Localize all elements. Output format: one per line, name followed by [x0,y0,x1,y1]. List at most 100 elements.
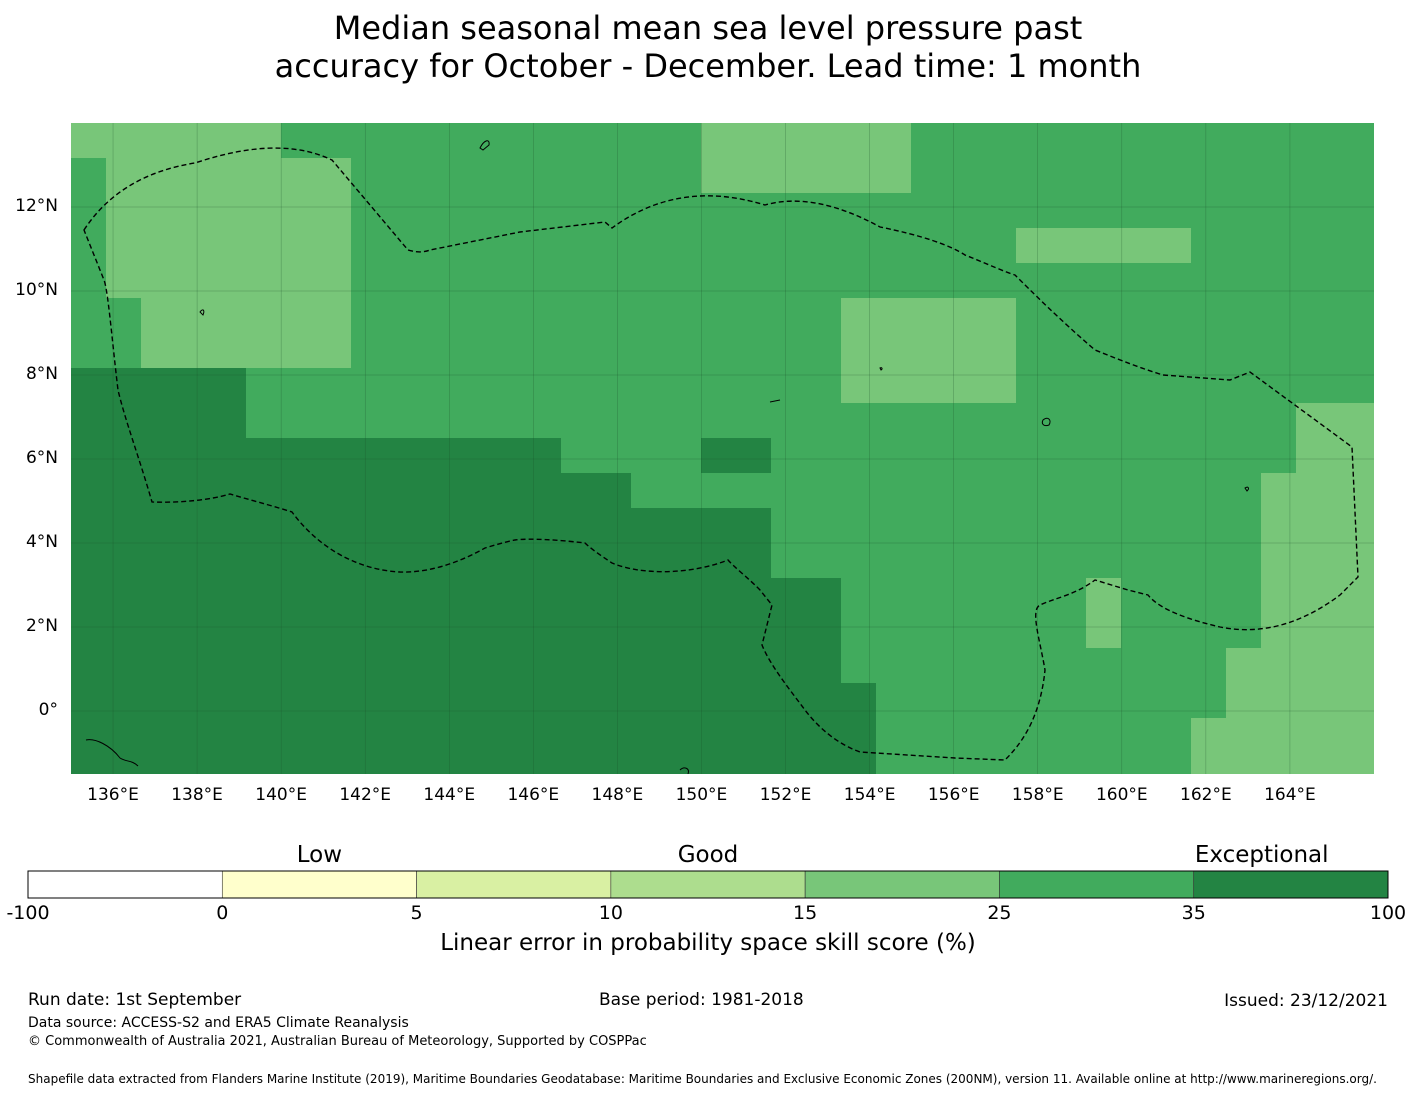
grid-cell [456,508,492,544]
grid-cell [1051,123,1087,159]
grid-cell [456,473,492,509]
grid-cell [841,368,877,404]
coastlines [85,140,1249,774]
grid-cell [736,683,772,719]
grid-cell [841,718,877,754]
grid-cell [1016,613,1052,649]
graticule [71,123,1374,774]
grid-cell [526,333,562,369]
grid-cell [106,403,142,439]
grid-cell [876,718,912,754]
colorbar-tick-label: 35 [1181,902,1206,924]
colorbar-segment [416,870,612,899]
grid-cell [491,228,527,264]
grid-cell [1366,298,1374,334]
grid-cell [1296,543,1332,579]
grid-cell [1331,718,1367,754]
grid-cell [666,508,702,544]
grid-cell [71,543,107,579]
grid-cell [1086,298,1122,334]
grid-cell [596,578,632,614]
grid-cell [1156,158,1192,194]
grid-cell [316,613,352,649]
grid-cell [666,543,702,579]
grid-cell [1016,683,1052,719]
grid-cell [771,508,807,544]
grid-cell [806,683,842,719]
grid-cell [841,158,877,194]
grid-cell [736,508,772,544]
grid-cell [1156,123,1192,159]
grid-cell [596,473,632,509]
lon-tick-label: 164°E [1264,785,1316,805]
grid-cell [246,193,282,229]
grid-cell [1366,473,1374,509]
grid-cell [456,298,492,334]
grid-cell [981,158,1017,194]
grid-cell [561,648,597,684]
grid-cell [316,543,352,579]
grid-cell [211,578,247,614]
grid-cell [876,543,912,579]
grid-cell [141,718,177,754]
grid-cell [1121,473,1157,509]
grid-cell [806,438,842,474]
grid-cell [1366,368,1374,404]
grid-cell [106,228,142,264]
grid-cell [141,123,177,159]
grid-cell [736,158,772,194]
grid-cell [1331,473,1367,509]
grid-cell [806,473,842,509]
grid-cell [141,753,177,774]
grid-cell [736,718,772,754]
grid-cell [771,718,807,754]
grid-cell [1156,578,1192,614]
grid-cell [106,473,142,509]
grid-cell [701,753,737,774]
grid-cell [281,403,317,439]
grid-cell [981,753,1017,774]
grid-cell [1261,123,1297,159]
colorbar-segment [610,870,806,899]
grid-cell [1051,648,1087,684]
grid-cell [841,403,877,439]
grid-cell [246,123,282,159]
grid-cell [1156,613,1192,649]
grid-cell [876,228,912,264]
grid-cell [1156,228,1192,264]
grid-cell [1366,403,1374,439]
grid-cell [1086,193,1122,229]
grid-cell [596,403,632,439]
lon-tick-label: 148°E [591,785,644,805]
grid-cell [666,683,702,719]
grid-cell [176,228,212,264]
grid-cell [631,403,667,439]
grid-cell [526,578,562,614]
grid-cell [1331,123,1367,159]
grid-cell [1016,403,1052,439]
grid-cell [771,578,807,614]
grid-cell [561,333,597,369]
grid-cell [1296,123,1332,159]
colorbar-tick-label: -100 [6,902,50,924]
grid-cell [1086,718,1122,754]
grid-cell [141,613,177,649]
grid-cell [561,543,597,579]
grid-cell [1191,123,1227,159]
grid-cell [701,298,737,334]
grid-cell [246,298,282,334]
grid-cell [1156,263,1192,299]
grid-cell [176,438,212,474]
grid-cell [841,193,877,229]
grid-cell [386,158,422,194]
grid-cell [281,158,317,194]
grid-cell [561,718,597,754]
grid-cell [911,298,947,334]
grid-cell [1191,263,1227,299]
grid-cell [1121,613,1157,649]
grid-cell [701,228,737,264]
grid-cell [456,333,492,369]
grid-cell [1121,543,1157,579]
grid-cell [1191,298,1227,334]
